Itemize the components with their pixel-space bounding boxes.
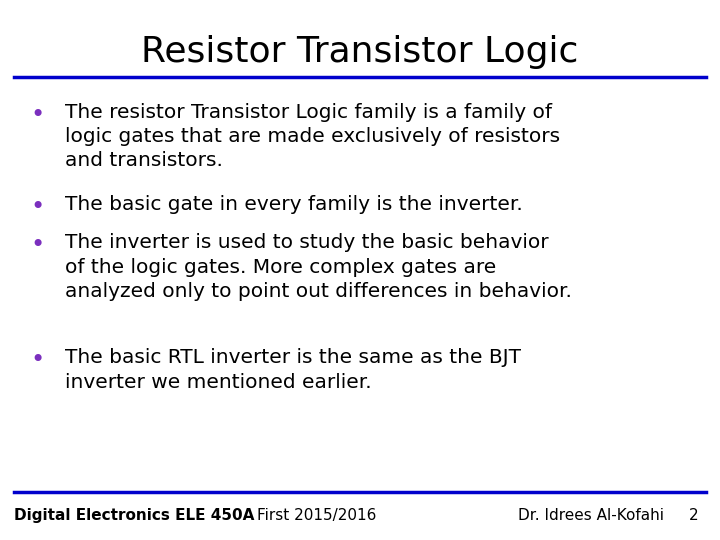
Text: First 2015/2016: First 2015/2016: [257, 508, 377, 523]
Text: Digital Electronics ELE 450A: Digital Electronics ELE 450A: [14, 508, 255, 523]
Text: •: •: [30, 195, 45, 219]
Text: Resistor Transistor Logic: Resistor Transistor Logic: [141, 35, 579, 69]
Text: •: •: [30, 233, 45, 257]
Text: 2: 2: [689, 508, 698, 523]
Text: Dr. Idrees Al-Kofahi: Dr. Idrees Al-Kofahi: [518, 508, 665, 523]
Text: The inverter is used to study the basic behavior
of the logic gates. More comple: The inverter is used to study the basic …: [65, 233, 572, 301]
Text: The basic gate in every family is the inverter.: The basic gate in every family is the in…: [65, 195, 523, 214]
Text: The resistor Transistor Logic family is a family of
logic gates that are made ex: The resistor Transistor Logic family is …: [65, 103, 560, 170]
Text: •: •: [30, 103, 45, 126]
Text: •: •: [30, 348, 45, 372]
Text: The basic RTL inverter is the same as the BJT
inverter we mentioned earlier.: The basic RTL inverter is the same as th…: [65, 348, 521, 392]
